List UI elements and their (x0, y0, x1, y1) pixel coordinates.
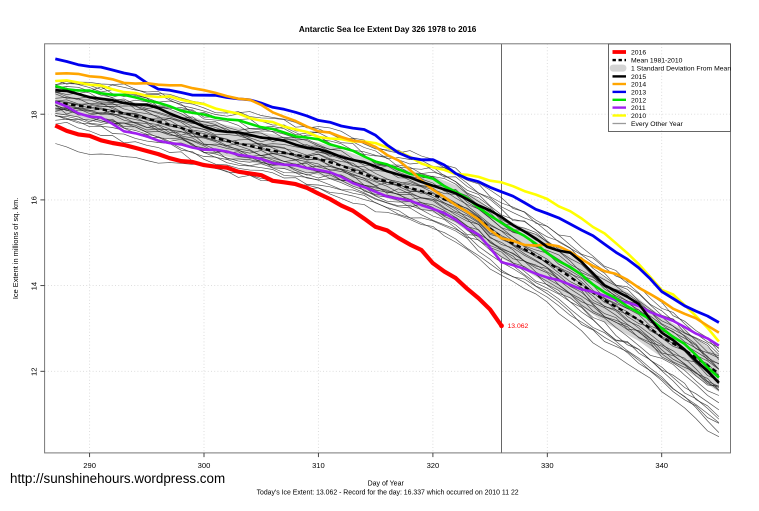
svg-text:2016: 2016 (631, 50, 646, 57)
svg-text:Every Other Year: Every Other Year (631, 121, 683, 128)
svg-text:2015: 2015 (631, 74, 646, 81)
svg-text:2010: 2010 (631, 113, 646, 120)
svg-text:Mean 1981-2010: Mean 1981-2010 (631, 58, 683, 65)
svg-text:1 Standard Deviation From Mean: 1 Standard Deviation From Mean (631, 66, 731, 73)
svg-text:2012: 2012 (631, 97, 646, 104)
svg-text:310: 310 (312, 461, 325, 470)
svg-text:http://sunshinehours.wordpress: http://sunshinehours.wordpress.com (10, 471, 225, 486)
svg-text:Today's Ice Extent: 13.062 -: Today's Ice Extent: 13.062 - Record for … (257, 490, 519, 497)
svg-text:Day of Year: Day of Year (368, 481, 405, 488)
svg-text:2013: 2013 (631, 90, 646, 97)
svg-text:2011: 2011 (631, 105, 646, 112)
svg-text:12: 12 (30, 368, 39, 376)
svg-text:16: 16 (30, 196, 39, 204)
svg-text:300: 300 (198, 461, 211, 470)
svg-text:14: 14 (30, 282, 39, 290)
svg-text:2014: 2014 (631, 82, 646, 89)
svg-text:320: 320 (427, 461, 440, 470)
svg-text:13.062: 13.062 (508, 323, 529, 330)
svg-text:330: 330 (541, 461, 554, 470)
svg-text:18: 18 (30, 110, 39, 118)
svg-text:Ice Extent in millions of sq.: Ice Extent in millions of sq. km. (11, 198, 20, 299)
svg-text:Antarctic Sea Ice Extent Day 3: Antarctic Sea Ice Extent Day 326 1978 to… (299, 25, 477, 34)
svg-text:290: 290 (83, 461, 96, 470)
svg-text:340: 340 (655, 461, 668, 470)
